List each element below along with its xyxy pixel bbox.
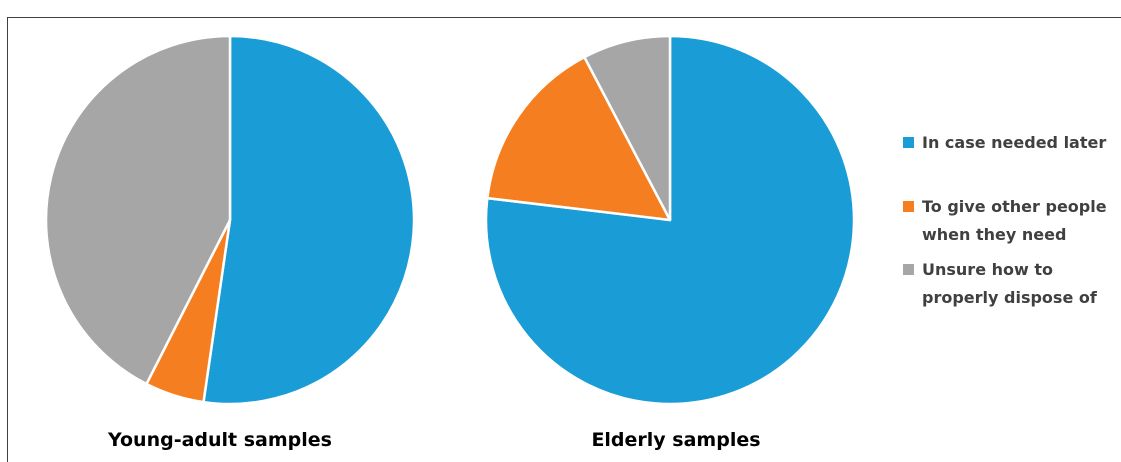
legend-swatch-gray <box>903 264 914 275</box>
young-adult-pie <box>44 34 416 406</box>
legend-swatch-blue <box>903 137 914 148</box>
legend: In case needed later To give other peopl… <box>903 133 1107 307</box>
elderly-pie <box>484 34 856 406</box>
pie-slice-in-case-needed-later <box>484 34 856 406</box>
legend-label-line-1: Unsure how to <box>922 260 1053 279</box>
pie-slice-unsure-how-to-properly-dispose-of <box>583 34 672 222</box>
pie-slice-to-give-other-people-when-they-need <box>486 55 672 222</box>
elderly-caption: Elderly samples <box>591 429 760 451</box>
pie-slice-in-case-needed-later <box>202 34 416 406</box>
legend-label-line-2: properly dispose of <box>922 288 1098 307</box>
legend-swatch-orange <box>903 201 914 212</box>
pie-slice-unsure-how-to-properly-dispose-of <box>44 34 232 386</box>
legend-label-line-1: To give other people <box>922 197 1107 216</box>
legend-label: In case needed later <box>922 133 1106 152</box>
legend-item-in-case-needed-later: In case needed later <box>903 133 1106 152</box>
legend-label-line-2: when they need <box>922 225 1066 244</box>
chart-frame <box>7 17 1121 462</box>
young-adult-caption: Young-adult samples <box>107 429 332 451</box>
legend-item-unsure-how-to-dispose: Unsure how to properly dispose of <box>903 260 1098 307</box>
legend-item-to-give-other-people: To give other people when they need <box>903 197 1107 244</box>
